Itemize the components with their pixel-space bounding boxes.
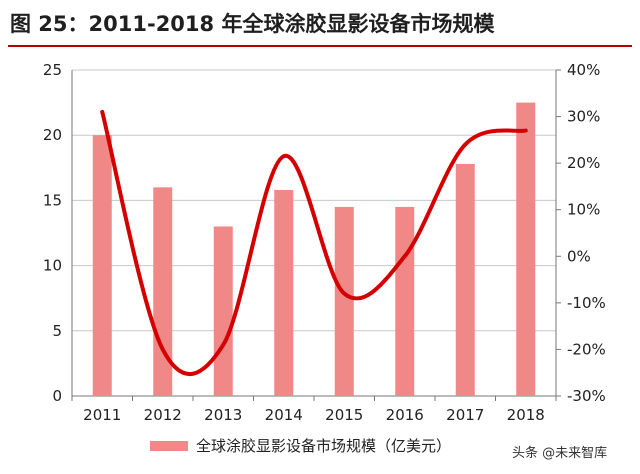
y-right-tick-label: -30%	[567, 387, 606, 405]
y-left-tick-label: 0	[52, 387, 62, 405]
x-tick-label: 2012	[144, 406, 182, 424]
bar	[395, 206, 415, 396]
y-left-tick-label: 20	[43, 126, 62, 144]
bar	[516, 102, 536, 396]
y-right-tick-label: -10%	[567, 294, 606, 312]
bar	[455, 163, 475, 396]
y-right-tick-label: 40%	[567, 61, 600, 79]
title-bar: 图 25：2011-2018 年全球涂胶显影设备市场规模	[0, 0, 640, 47]
y-right-tick-label: 20%	[567, 154, 600, 172]
page-title: 图 25：2011-2018 年全球涂胶显影设备市场规模	[10, 12, 495, 36]
x-tick-label: 2013	[204, 406, 242, 424]
y-left-tick-label: 25	[43, 61, 62, 79]
x-tick-label: 2018	[507, 406, 545, 424]
x-tick-label: 2015	[325, 406, 363, 424]
y-left-tick-label: 10	[43, 257, 62, 275]
title-divider	[8, 45, 632, 47]
x-tick-label: 2014	[265, 406, 303, 424]
bar	[274, 189, 294, 396]
bar	[213, 226, 233, 396]
y-right-tick-label: 30%	[567, 108, 600, 126]
y-left-tick-label: 15	[43, 191, 62, 209]
x-tick-label: 2011	[83, 406, 121, 424]
watermark: 头条 @未来智库	[512, 446, 608, 461]
bar	[334, 206, 354, 396]
y-right-tick-label: 10%	[567, 201, 600, 219]
bar	[92, 135, 112, 396]
y-right-tick-label: 0%	[567, 247, 591, 265]
x-tick-label: 2016	[386, 406, 424, 424]
y-left-tick-label: 5	[52, 322, 62, 340]
bar	[153, 187, 173, 396]
legend-label: 全球涂胶显影设备市场规模（亿美元）	[196, 437, 451, 455]
legend-swatch	[150, 441, 188, 451]
x-tick-label: 2017	[446, 406, 484, 424]
growth-line	[100, 109, 528, 377]
y-right-tick-label: -20%	[567, 340, 606, 358]
